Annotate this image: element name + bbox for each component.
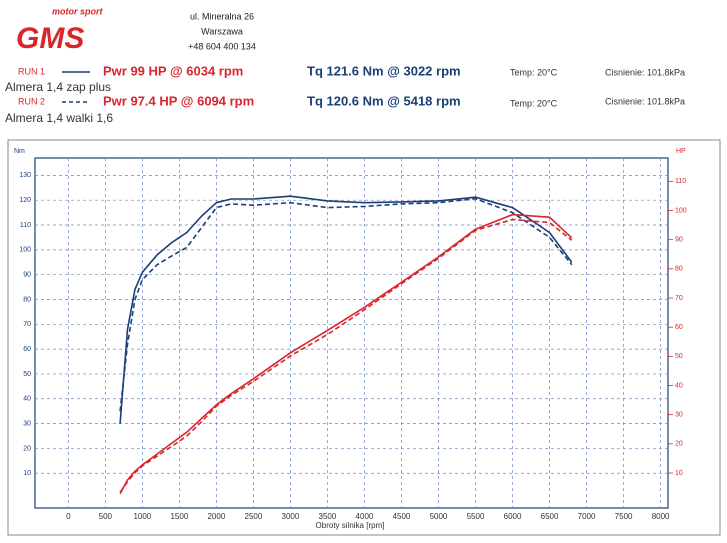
y-tick-label: 50 <box>23 371 31 378</box>
y-tick-label: 90 <box>23 272 31 279</box>
curve <box>119 195 573 424</box>
x-tick-label: 3000 <box>282 512 300 521</box>
chart-frame <box>7 139 721 536</box>
y2-tick-label: 80 <box>675 266 683 273</box>
plot-area <box>34 157 669 509</box>
x-tick-label: 6000 <box>504 512 522 521</box>
curve <box>119 197 573 412</box>
y2-tick-label: 20 <box>675 441 683 448</box>
run-power: Pwr 97.4 HP @ 6094 rpm <box>103 93 254 108</box>
x-tick-label: 8000 <box>652 512 670 521</box>
y2-tick-label: 90 <box>675 237 683 244</box>
run-label: RUN 2 <box>18 96 45 106</box>
address-line: +48 604 400 134 <box>188 41 256 51</box>
x-tick-label: 2000 <box>207 512 225 521</box>
y-tick-label: 20 <box>23 445 31 452</box>
brand-logo: GMS <box>16 22 84 55</box>
y-tick-label: 60 <box>23 346 31 353</box>
y2-tick-label: 110 <box>675 178 686 185</box>
run-pressure: Cisnienie: 101.8kPa <box>605 96 685 106</box>
x-tick-label: 5000 <box>430 512 448 521</box>
x-tick-label: 3500 <box>319 512 337 521</box>
y2-tick-label: 50 <box>675 353 683 360</box>
y-tick-label: 70 <box>23 321 31 328</box>
x-tick-label: 4500 <box>393 512 411 521</box>
x-tick-label: 6500 <box>541 512 559 521</box>
y2-tick-label: 30 <box>675 412 683 419</box>
y2-tick-label: 70 <box>675 295 683 302</box>
curve <box>119 213 573 495</box>
run-temp: Temp: 20°C <box>510 98 558 108</box>
x-tick-label: 0 <box>66 512 71 521</box>
run-torque: Tq 121.6 Nm @ 3022 rpm <box>307 63 461 78</box>
y-axis-unit: Nm <box>14 148 25 155</box>
run-temp: Temp: 20°C <box>510 67 558 77</box>
run-torque: Tq 120.6 Nm @ 5418 rpm <box>307 93 461 108</box>
x-axis-label: Obroty silnika [rpm] <box>316 521 385 530</box>
y-tick-label: 30 <box>23 420 31 427</box>
x-tick-label: 7000 <box>578 512 596 521</box>
run-car: Almera 1,4 walki 1,6 <box>5 111 113 125</box>
run-pressure: Cisnienie: 101.8kPa <box>605 67 685 77</box>
curve <box>119 218 573 493</box>
x-tick-label: 500 <box>99 512 113 521</box>
x-tick-label: 2500 <box>245 512 263 521</box>
x-tick-label: 1500 <box>170 512 188 521</box>
y-tick-label: 10 <box>23 470 31 477</box>
y-tick-label: 100 <box>19 247 31 254</box>
x-tick-label: 4000 <box>356 512 374 521</box>
x-tick-label: 1000 <box>133 512 151 521</box>
y-tick-label: 40 <box>23 396 31 403</box>
x-tick-label: 7500 <box>615 512 633 521</box>
y-tick-label: 120 <box>19 197 31 204</box>
y-tick-label: 130 <box>19 172 31 179</box>
run-power: Pwr 99 HP @ 6034 rpm <box>103 63 243 78</box>
y-tick-label: 110 <box>20 222 31 229</box>
y2-axis-unit: HP <box>676 148 686 155</box>
brand-tagline: motor sport <box>52 6 104 16</box>
y-tick-label: 80 <box>23 296 31 303</box>
y2-tick-label: 40 <box>675 382 683 389</box>
x-tick-label: 5500 <box>467 512 485 521</box>
address-line: ul. Mineralna 26 <box>190 11 254 21</box>
run-label: RUN 1 <box>18 66 45 76</box>
y2-tick-label: 100 <box>675 207 687 214</box>
y2-tick-label: 60 <box>675 324 683 331</box>
address-line: Warszawa <box>201 26 243 36</box>
run-car: Almera 1,4 zap plus <box>5 80 111 94</box>
y2-tick-label: 10 <box>675 470 683 477</box>
